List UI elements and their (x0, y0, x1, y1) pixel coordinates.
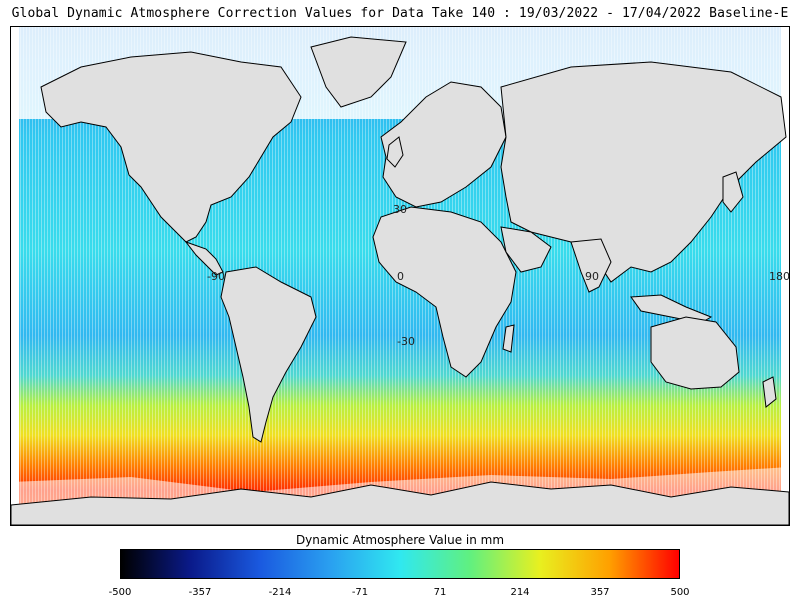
colorbar (120, 549, 680, 579)
colorbar-tick-label: 357 (590, 587, 610, 598)
lat-label: 30 (393, 203, 407, 216)
chart-title: Global Dynamic Atmosphere Correction Val… (11, 6, 789, 21)
british-isles (386, 136, 404, 168)
map-canvas: -90 0 90 180 30 -30 (11, 27, 789, 525)
colorbar-tick-label: -71 (351, 587, 369, 598)
madagascar (502, 324, 515, 353)
africa (372, 206, 517, 378)
japan (722, 171, 744, 213)
lon-label: 0 (397, 270, 404, 283)
lon-label: -90 (207, 270, 225, 283)
new-zealand (762, 376, 777, 408)
india (570, 238, 612, 293)
asia (500, 61, 787, 283)
greenland (310, 36, 407, 108)
colorbar-tick-label: 500 (670, 587, 690, 598)
australia (650, 316, 740, 390)
north-america (40, 51, 302, 243)
continents (11, 36, 789, 525)
arabian-peninsula (500, 226, 552, 273)
colorbar-tick-label: -214 (268, 587, 292, 598)
lat-label: -30 (397, 335, 415, 348)
south-america (220, 266, 317, 443)
colorbar-tick-label: 71 (433, 587, 447, 598)
colorbar-tick-label: -357 (188, 587, 212, 598)
colorbar-title: Dynamic Atmosphere Value in mm (295, 533, 505, 547)
europe (380, 81, 507, 208)
lon-label: 90 (585, 270, 599, 283)
central-america (184, 240, 224, 276)
antarctica (11, 481, 789, 525)
lon-label: 180 (769, 270, 789, 283)
colorbar-tick-label: -500 (108, 587, 132, 598)
world-map: -90 0 90 180 30 -30 (10, 26, 790, 526)
colorbar-tick-label: 214 (510, 587, 530, 598)
